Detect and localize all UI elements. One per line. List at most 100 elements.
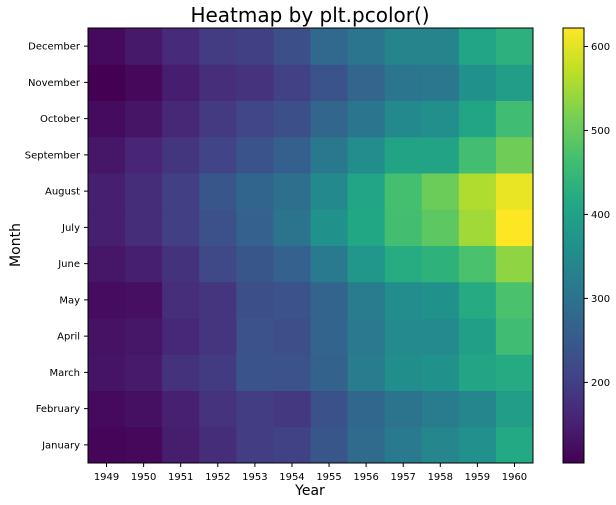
heatmap-cell xyxy=(162,136,200,174)
colorbar-tick-label: 200 xyxy=(591,378,610,389)
heatmap-cell xyxy=(199,100,237,138)
heatmap-cell xyxy=(236,173,274,210)
heatmap-cell xyxy=(347,354,386,391)
heatmap-cell xyxy=(125,136,163,174)
heatmap-cell xyxy=(199,318,237,355)
heatmap-cell xyxy=(162,318,200,355)
heatmap-cell xyxy=(495,209,534,246)
heatmap-cell xyxy=(347,281,386,319)
heatmap-cell xyxy=(273,100,311,138)
heatmap-cell xyxy=(162,173,200,210)
heatmap-cell xyxy=(421,28,460,65)
heatmap-cell xyxy=(273,136,311,174)
heatmap-cell xyxy=(162,354,200,391)
heatmap-cell xyxy=(458,64,497,101)
heatmap-cell xyxy=(125,28,163,65)
heatmap-cell xyxy=(125,426,163,464)
heatmap-cell xyxy=(162,390,200,428)
heatmap-cell xyxy=(88,173,126,210)
heatmap-cell xyxy=(273,28,311,65)
colorbar-tick-label: 300 xyxy=(591,294,610,305)
y-tick-label: February xyxy=(36,404,80,415)
heatmap-cell xyxy=(125,281,163,319)
heatmap-cell xyxy=(273,245,311,283)
heatmap-cell xyxy=(495,245,534,283)
heatmap-cell xyxy=(384,209,423,246)
heatmap-cell xyxy=(125,100,163,138)
heatmap-cell xyxy=(236,28,274,65)
y-tick-label: January xyxy=(41,440,80,451)
heatmap-cell xyxy=(495,100,534,138)
heatmap-cell xyxy=(421,281,460,319)
heatmap-cell xyxy=(310,354,349,391)
y-tick-label: September xyxy=(25,150,81,161)
heatmap-cell xyxy=(273,173,311,210)
heatmap-cell xyxy=(162,281,200,319)
heatmap-cell xyxy=(199,426,237,464)
heatmap-cell xyxy=(273,318,311,355)
heatmap-cell xyxy=(310,100,349,138)
heatmap-cell xyxy=(495,136,534,174)
heatmap-cell xyxy=(199,390,237,428)
x-tick-label: 1956 xyxy=(353,472,378,483)
heatmap-cell xyxy=(199,281,237,319)
heatmap-cell xyxy=(125,318,163,355)
y-axis-label: Month xyxy=(8,223,24,267)
heatmap-cell xyxy=(495,173,534,210)
chart-title: Heatmap by plt.pcolor() xyxy=(190,3,429,27)
heatmap-cell xyxy=(384,28,423,65)
x-tick-label: 1953 xyxy=(242,472,267,483)
heatmap-cell xyxy=(458,136,497,174)
heatmap-cell xyxy=(458,318,497,355)
heatmap-cell xyxy=(495,281,534,319)
heatmap-cell xyxy=(236,318,274,355)
y-tick-label: August xyxy=(45,187,80,198)
heatmap-cell xyxy=(421,390,460,428)
heatmap-cell xyxy=(347,390,386,428)
heatmap-cell xyxy=(347,426,386,464)
heatmap-cell xyxy=(458,426,497,464)
heatmap-cell xyxy=(88,426,126,464)
heatmap-cell xyxy=(199,28,237,65)
heatmap-cell xyxy=(273,209,311,246)
heatmap-cell xyxy=(347,64,386,101)
y-tick-label: November xyxy=(28,78,81,89)
heatmap-cell xyxy=(347,209,386,246)
heatmap-cell xyxy=(347,245,386,283)
heatmap-cell xyxy=(347,173,386,210)
heatmap-cell xyxy=(273,354,311,391)
heatmap-cell xyxy=(125,245,163,283)
heatmap-cell xyxy=(421,209,460,246)
heatmap-cell xyxy=(88,281,126,319)
x-tick-label: 1950 xyxy=(131,472,156,483)
heatmap-cell xyxy=(384,426,423,464)
heatmap-cell xyxy=(125,390,163,428)
heatmap-cell xyxy=(384,100,423,138)
y-tick-label: May xyxy=(59,295,80,306)
heatmap-cell xyxy=(458,281,497,319)
heatmap-cell xyxy=(88,354,126,391)
y-tick-label: June xyxy=(57,259,80,270)
heatmap-cell xyxy=(310,245,349,283)
heatmap-cell xyxy=(236,245,274,283)
x-tick-label: 1960 xyxy=(502,472,527,483)
heatmap-cell xyxy=(421,354,460,391)
heatmap-cell xyxy=(199,136,237,174)
heatmap-cell xyxy=(162,64,200,101)
colorbar-tick-label: 500 xyxy=(591,126,610,137)
heatmap-cells xyxy=(88,28,534,464)
heatmap-cell xyxy=(310,136,349,174)
heatmap-cell xyxy=(125,354,163,391)
heatmap-cell xyxy=(310,318,349,355)
heatmap-cell xyxy=(310,64,349,101)
colorbar-tick-label: 600 xyxy=(591,42,610,53)
heatmap-cell xyxy=(384,173,423,210)
heatmap-cell xyxy=(384,354,423,391)
heatmap-cell xyxy=(273,390,311,428)
heatmap-cell xyxy=(88,318,126,355)
heatmap-cell xyxy=(88,28,126,65)
heatmap-cell xyxy=(162,100,200,138)
heatmap-cell xyxy=(125,173,163,210)
heatmap-cell xyxy=(384,245,423,283)
heatmap-cell xyxy=(384,136,423,174)
